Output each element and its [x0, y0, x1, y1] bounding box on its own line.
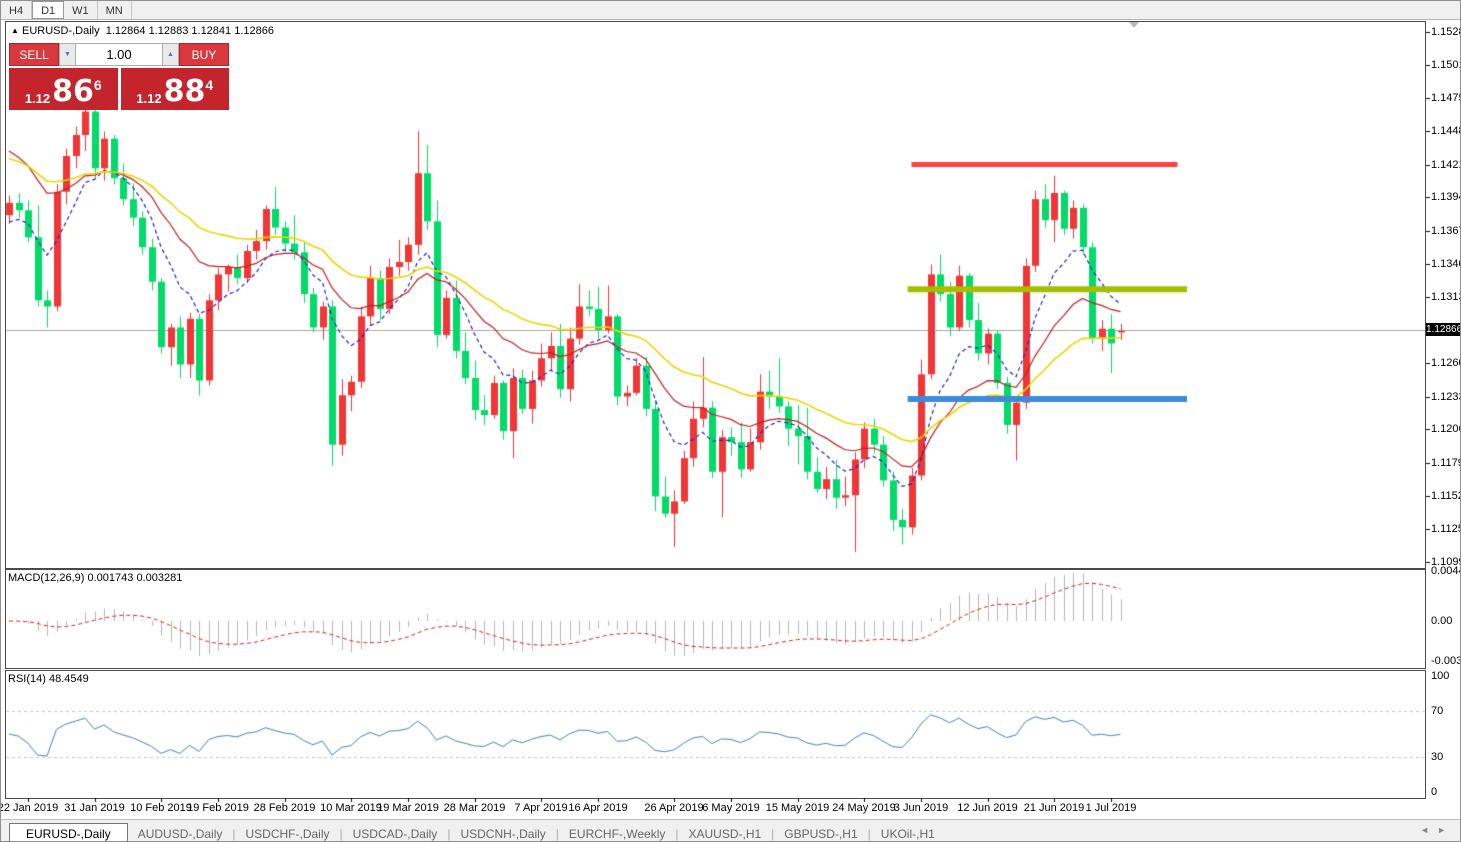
- macd-axis-label: 0.00: [1431, 615, 1453, 627]
- date-axis-label: 26 Apr 2019: [644, 802, 704, 814]
- rsi-axis-label: 0: [1431, 786, 1438, 798]
- buy-price-block[interactable]: 1.12 88 4: [120, 68, 229, 110]
- price-axis-label: 1.11525: [1431, 489, 1460, 502]
- timeframe-button-MN[interactable]: MN: [98, 1, 132, 19]
- one-click-trade-panel: SELL ▼ ▲ BUY 1.12 86 6 1.12 88 4: [9, 43, 229, 110]
- price-axis-label: 1.15285: [1431, 26, 1460, 38]
- date-axis-label: 16 Apr 2019: [568, 802, 628, 814]
- volume-decrement-button[interactable]: ▼: [59, 43, 76, 66]
- tab-separator: |: [771, 827, 775, 841]
- price-axis-label: 1.11795: [1431, 456, 1460, 469]
- date-axis-label: 31 Jan 2019: [64, 802, 125, 814]
- quote-close: 1.12866: [234, 25, 274, 37]
- price-axis-label: 1.13675: [1431, 224, 1460, 237]
- timeframe-button-H4[interactable]: H4: [1, 1, 33, 19]
- price-axis-label: 1.12600: [1431, 357, 1460, 370]
- rsi-axis-label: 70: [1431, 704, 1444, 717]
- price-axis-label: 1.13405: [1431, 257, 1460, 270]
- date-axis-label: 10 Mar 2019: [320, 802, 382, 814]
- chart-tab-usdcnhdaily[interactable]: USDCNH-,Daily: [460, 827, 546, 841]
- chart-tab-audusddaily[interactable]: AUDUSD-,Daily: [137, 827, 223, 841]
- price-axis-label: 1.14480: [1431, 125, 1460, 138]
- date-axis-label: 6 May 2019: [702, 802, 760, 814]
- tab-separator: |: [447, 827, 451, 841]
- quote-low: 1.12841: [191, 25, 232, 37]
- chart-tab-gbpusdh1[interactable]: GBPUSD-,H1: [784, 827, 858, 841]
- tab-separator: |: [867, 827, 871, 841]
- date-axis-label: 7 Apr 2019: [514, 802, 568, 814]
- price-axis-label: 1.15015: [1431, 59, 1460, 72]
- date-axis-label: 24 May 2019: [832, 802, 896, 814]
- chart-tab-usdcaddaily[interactable]: USDCAD-,Daily: [352, 827, 438, 841]
- tab-scrollbar[interactable]: ◄►: [1420, 825, 1454, 835]
- date-axis-label: 19 Feb 2019: [187, 802, 249, 814]
- tab-scroll-left-icon[interactable]: ◄: [1420, 825, 1438, 835]
- macd-label: MACD(12,26,9) 0.001743 0.003281: [8, 572, 183, 584]
- tab-scroll-right-icon[interactable]: ►: [1437, 825, 1454, 835]
- timeframe-toolbar: H4 D1 W1 MN: [1, 1, 1460, 20]
- volume-input[interactable]: [76, 43, 162, 66]
- date-axis-label: 28 Feb 2019: [253, 802, 316, 814]
- buy-button[interactable]: BUY: [179, 43, 229, 66]
- price-axis-label: 1.14210: [1431, 158, 1460, 171]
- symbol-header: ▲ EURUSD-,Daily 1.12864 1.12883 1.12841 …: [11, 25, 274, 37]
- timeframe-button-D1[interactable]: D1: [32, 1, 65, 19]
- sell-price-sup: 6: [93, 77, 102, 93]
- price-axis-label: 1.12330: [1431, 390, 1460, 403]
- chart-tab-eurusddaily[interactable]: EURUSD-,Daily: [9, 823, 128, 841]
- price-axis-label: 1.13135: [1431, 291, 1460, 304]
- quote-high: 1.12883: [148, 25, 189, 37]
- quote-open: 1.12864: [105, 25, 146, 37]
- current-price-badge: 1.12866: [1426, 323, 1461, 337]
- chart-tab-ukoilh1[interactable]: UKOil-,H1: [880, 827, 935, 841]
- buy-price-prefix: 1.12: [136, 91, 162, 106]
- rsi-label: RSI(14) 48.4549: [8, 673, 89, 685]
- price-axis-label: 1.11255: [1431, 523, 1460, 536]
- tab-separator: |: [339, 827, 343, 841]
- rsi-axis-label: 30: [1431, 751, 1444, 764]
- date-axis-label: 21 Jun 2019: [1023, 802, 1085, 814]
- macd-axis-label: 0.004465: [1431, 565, 1460, 577]
- sell-button[interactable]: SELL: [9, 43, 59, 66]
- symbol-collapse-icon[interactable]: ▲: [11, 26, 19, 35]
- date-axis-label: 12 Jun 2019: [957, 802, 1018, 814]
- macd-axis-label: -0.003715: [1431, 655, 1461, 667]
- date-axis-label: 3 Jun 2019: [893, 802, 949, 814]
- volume-increment-button[interactable]: ▲: [162, 43, 179, 66]
- chart-shift-marker-icon[interactable]: [1129, 22, 1139, 28]
- date-axis-label: 1 Jul 2019: [1085, 802, 1137, 814]
- symbol-name: EURUSD-,Daily: [21, 25, 100, 37]
- buy-price-sup: 4: [205, 77, 214, 93]
- sell-price-block[interactable]: 1.12 86 6: [9, 68, 118, 110]
- price-axis-label: 1.10990: [1431, 555, 1460, 568]
- date-axis-label: 22 Jan 2019: [0, 802, 59, 814]
- date-axis-label: 15 May 2019: [765, 802, 830, 814]
- price-axis-label: 1.12065: [1431, 423, 1460, 436]
- sell-price-prefix: 1.12: [24, 91, 51, 106]
- price-axis-label: 1.14750: [1431, 92, 1460, 104]
- price-axis-label: 1.13945: [1431, 191, 1460, 204]
- chart-tab-usdchfdaily[interactable]: USDCHF-,Daily: [245, 827, 330, 841]
- chart-tab-eurchfweekly[interactable]: EURCHF-,Weekly: [568, 827, 666, 841]
- date-axis-label: 28 Mar 2019: [443, 802, 506, 814]
- tab-separator: |: [675, 827, 679, 841]
- timeframe-button-W1[interactable]: W1: [64, 1, 98, 19]
- chart-tab-bar: EURUSD-,Daily AUDUSD-,Daily | USDCHF-,Daily…: [1, 819, 1460, 841]
- sell-price-big: 86: [52, 74, 94, 109]
- date-axis-label: 19 Mar 2019: [377, 802, 439, 814]
- chart-tab-xauusdh1[interactable]: XAUUSD-,H1: [688, 827, 762, 841]
- rsi-axis-label: 100: [1431, 670, 1450, 682]
- date-axis-label: 10 Feb 2019: [130, 802, 192, 814]
- tab-separator: |: [232, 827, 236, 841]
- buy-price-big: 88: [163, 74, 206, 109]
- tab-separator: |: [555, 827, 559, 841]
